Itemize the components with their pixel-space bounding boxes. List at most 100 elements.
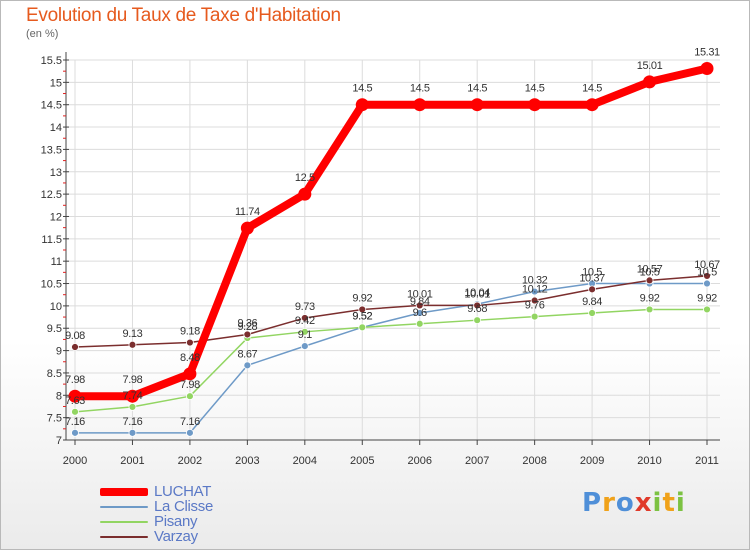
data-label: 9.42 <box>295 315 315 327</box>
chart-title: Evolution du Taux de Taxe d'Habitation <box>26 5 341 26</box>
data-label: 14.5 <box>467 83 487 95</box>
data-point <box>128 428 137 437</box>
data-point <box>415 319 424 328</box>
data-point <box>186 392 194 401</box>
data-point <box>473 316 482 325</box>
data-label: 9.52 <box>352 310 372 322</box>
data-label: 10.12 <box>522 284 548 296</box>
data-label: 9.6 <box>413 307 427 319</box>
data-label: 9.13 <box>123 328 143 340</box>
data-point <box>703 305 711 314</box>
data-label: 14.5 <box>525 83 545 95</box>
logo-letter: i <box>675 488 686 518</box>
data-label: 9.84 <box>582 296 602 308</box>
data-point <box>243 361 252 370</box>
data-point <box>530 312 539 321</box>
data-point <box>298 187 312 201</box>
data-point <box>643 75 657 89</box>
data-label: 9.68 <box>467 303 487 315</box>
data-point <box>415 301 424 310</box>
data-point <box>128 340 137 349</box>
x-tick-label: 2003 <box>235 455 259 467</box>
logo-letter: o <box>615 488 635 518</box>
logo-letter: P <box>582 488 603 518</box>
data-label: 9.28 <box>237 321 257 333</box>
data-point <box>703 279 711 288</box>
y-tick-label: 7.5 <box>47 413 62 425</box>
x-tick-label: 2009 <box>580 455 604 467</box>
series-line-luchat <box>71 64 711 401</box>
data-label: 9.84 <box>410 296 430 308</box>
data-point <box>585 98 599 112</box>
y-tick-label: 10 <box>50 301 62 313</box>
grid <box>66 59 720 441</box>
data-label: 9.52 <box>352 310 372 322</box>
x-tick-label: 2002 <box>178 455 202 467</box>
y-tick-label: 11.5 <box>41 234 62 246</box>
data-point <box>240 221 254 235</box>
data-label: 14.5 <box>352 83 372 95</box>
data-point <box>588 309 596 317</box>
data-point <box>588 285 596 294</box>
y-tick-label: 13 <box>50 167 62 179</box>
y-tick-label: 15 <box>50 77 62 89</box>
x-tick-label: 2006 <box>407 455 431 467</box>
data-point <box>186 428 194 437</box>
legend-item: Pisany <box>100 513 213 530</box>
data-label: 9.08 <box>65 330 85 342</box>
data-label: 10.67 <box>694 259 720 271</box>
y-tick-label: 8.5 <box>47 368 62 380</box>
legend-item: La Clisse <box>100 498 213 515</box>
data-label: 10.01 <box>464 288 490 300</box>
data-point <box>300 314 309 322</box>
x-tick-label: 2007 <box>465 455 489 467</box>
data-label: 10.5 <box>640 267 660 279</box>
data-point <box>415 309 424 317</box>
x-tick-label: 2000 <box>63 455 87 467</box>
y-tick-label: 13.5 <box>41 144 62 156</box>
data-label: 9.1 <box>298 329 312 341</box>
data-point <box>300 342 309 351</box>
x-tick-label: 2008 <box>522 455 546 467</box>
data-label: 8.48 <box>180 352 200 364</box>
x-tick-label: 2004 <box>293 455 317 467</box>
data-point <box>470 98 484 112</box>
data-point <box>645 276 654 285</box>
data-point <box>700 61 714 75</box>
series-line-la-clisse <box>74 282 708 434</box>
data-label: 15.31 <box>694 46 720 58</box>
data-label: 7.98 <box>180 379 200 391</box>
data-label: 10.04 <box>464 287 490 299</box>
data-point <box>358 323 367 332</box>
data-point <box>528 98 542 112</box>
proxiti-logo: Proxiti <box>582 488 686 518</box>
y-tick-label: 10.5 <box>41 279 62 291</box>
legend-label: LUCHAT <box>154 483 212 500</box>
logo-letter: r <box>602 488 616 518</box>
data-label: 15.01 <box>637 60 663 72</box>
y-tick-label: 8 <box>56 390 62 402</box>
x-tick-label: 2001 <box>120 455 144 467</box>
legend-item: Varzay <box>100 528 213 545</box>
series-line-varzay <box>74 275 708 348</box>
y-tick-label: 9.5 <box>47 323 62 335</box>
legend-swatch <box>100 505 148 508</box>
legend: LUCHAT La Clisse Pisany Varzay <box>100 483 213 545</box>
data-label: 14.5 <box>582 83 602 95</box>
data-label: 10.01 <box>407 288 433 300</box>
data-label: 7.16 <box>123 416 143 428</box>
data-point <box>473 301 482 310</box>
y-tick-label: 9 <box>56 346 62 358</box>
legend-label: Pisany <box>154 513 198 530</box>
data-label: 9.92 <box>697 292 717 304</box>
y-tick-label: 12.5 <box>41 189 62 201</box>
y-tick-label: 11 <box>51 256 62 268</box>
data-point <box>530 287 539 296</box>
data-label: 8.67 <box>237 348 257 360</box>
data-label: 7.98 <box>65 374 85 386</box>
y-tick-label: 14.5 <box>41 100 62 112</box>
data-point <box>355 98 369 112</box>
data-label: 12.5 <box>295 172 315 184</box>
data-label: 10.37 <box>579 272 605 284</box>
data-labels: 7.16 7.16 7.168.679.19.529.8410.0410.3210.… <box>65 46 720 427</box>
